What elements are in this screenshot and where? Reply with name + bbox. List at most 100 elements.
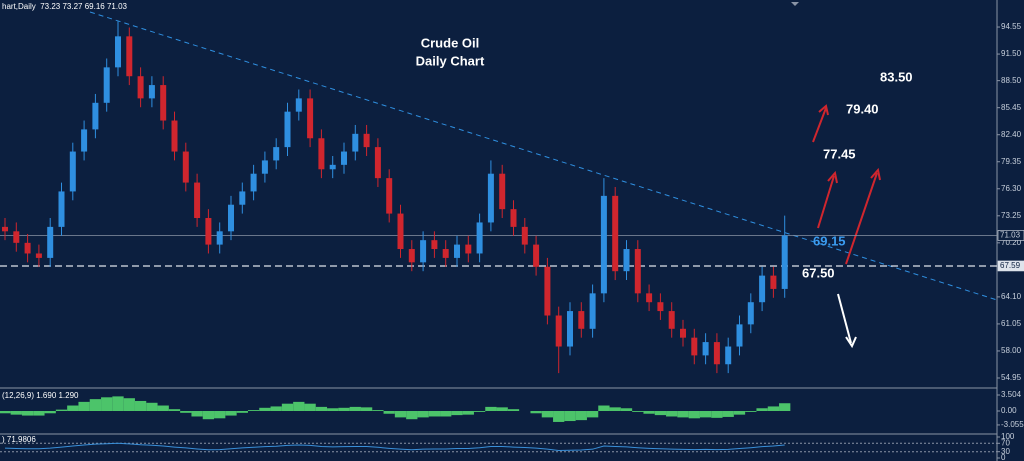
- macd-bar: [123, 398, 135, 411]
- macd-bar: [767, 406, 780, 411]
- candle-body: [510, 209, 517, 227]
- candle-body: [713, 342, 720, 365]
- chart-header: hart,Daily 73.23 73.27 69.16 71.03: [2, 2, 128, 11]
- candle-body: [374, 147, 381, 179]
- macd-bar: [666, 411, 678, 417]
- candle-body: [24, 242, 31, 254]
- price-level-box: [997, 260, 1024, 272]
- candle-body: [126, 36, 133, 77]
- macd-bar: [338, 407, 350, 411]
- candle-body: [69, 151, 76, 192]
- candle-body: [691, 337, 698, 356]
- macd-bar: [157, 405, 169, 411]
- candle-body: [397, 213, 404, 250]
- macd-bar: [530, 411, 542, 414]
- macd-bar: [383, 411, 395, 414]
- price-level-label: 71.03: [1000, 231, 1021, 240]
- down-arrow: [837, 293, 857, 349]
- candle-body: [680, 328, 686, 338]
- macd-bar: [688, 411, 700, 419]
- candle-body: [499, 173, 506, 210]
- candle-body: [148, 85, 155, 99]
- candle-body: [567, 311, 573, 347]
- macd-bar: [89, 399, 102, 411]
- annotation: 79.40: [846, 101, 879, 116]
- candle-body: [47, 226, 54, 258]
- candle-body: [239, 191, 246, 205]
- y-tick-label: 73.25: [1001, 211, 1022, 220]
- price-level-label: 67.59: [1000, 261, 1021, 270]
- candle-body: [623, 249, 630, 272]
- macd-bar: [553, 411, 565, 422]
- annotation: 67.50: [802, 265, 835, 280]
- y-tick-label: 88.50: [1001, 76, 1022, 85]
- candle-body: [115, 36, 121, 68]
- y-tick-label: 70: [1001, 438, 1010, 447]
- rsi-label: ) 71.9806: [2, 435, 36, 444]
- candle-body: [216, 231, 223, 245]
- candle-body: [92, 102, 99, 130]
- macd-bar: [586, 411, 599, 418]
- candle-body: [194, 182, 201, 219]
- macd-bar: [191, 411, 203, 417]
- macd-bar: [677, 411, 689, 418]
- candle-body: [35, 253, 42, 258]
- candle-body: [770, 275, 777, 289]
- macd-bar: [304, 403, 316, 411]
- macd-bar: [406, 411, 418, 420]
- y-tick-label: 76.30: [1001, 184, 1022, 193]
- candle-body: [781, 235, 788, 289]
- macd-bar: [33, 411, 45, 416]
- candle-body: [555, 315, 562, 347]
- chart-title: Crude Oil: [421, 35, 480, 50]
- macd-bar: [225, 411, 237, 416]
- macd-bar: [609, 407, 621, 411]
- macd-bar: [146, 402, 158, 411]
- y-tick-label: 100: [1001, 432, 1015, 441]
- y-tick-label: 94.55: [1001, 22, 1022, 31]
- macd-bar: [485, 406, 497, 411]
- macd-bar: [598, 405, 610, 411]
- macd-bar: [451, 411, 463, 416]
- candle-body: [329, 164, 336, 170]
- candle-body: [58, 191, 65, 227]
- candle-body: [646, 293, 653, 303]
- candle-body: [702, 342, 709, 356]
- macd-bar: [733, 411, 746, 415]
- y-tick-label: 3.504: [1001, 390, 1022, 399]
- macd-bar: [67, 405, 79, 411]
- macd-bar: [247, 410, 260, 411]
- macd-bar: [281, 403, 294, 411]
- macd-bar: [632, 411, 644, 412]
- candle-body: [442, 249, 449, 258]
- candle-body: [205, 218, 212, 245]
- macd-bar: [134, 400, 147, 411]
- macd-bar: [745, 411, 757, 412]
- macd-bar: [440, 411, 452, 417]
- candle-body: [103, 67, 110, 103]
- candle-body: [747, 302, 754, 325]
- macd-bar: [270, 406, 282, 411]
- candle-body: [2, 226, 8, 232]
- annotation: 77.45: [823, 146, 856, 161]
- macd-bar: [21, 411, 34, 416]
- macd-bar: [10, 411, 22, 415]
- y-tick-label: -3.055: [1001, 420, 1024, 429]
- candle-body: [544, 266, 551, 316]
- trend-line: [89, 11, 998, 301]
- candle-body: [81, 129, 88, 152]
- macd-bar: [180, 411, 192, 413]
- candle-body: [476, 222, 483, 254]
- macd-bar: [214, 411, 226, 419]
- y-tick-label: 91.50: [1001, 49, 1022, 58]
- y-tick-label: 54.95: [1001, 373, 1022, 382]
- macd-bar: [293, 401, 305, 411]
- candle-body: [171, 120, 178, 152]
- macd-bar: [575, 411, 587, 421]
- macd-bar: [496, 407, 508, 411]
- macd-bar: [55, 409, 68, 411]
- candle-body: [160, 85, 167, 121]
- candle-body: [13, 231, 20, 243]
